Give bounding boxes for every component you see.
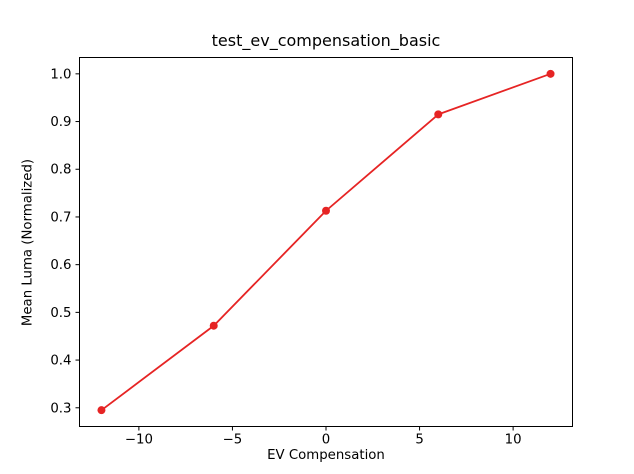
y-tick-label: 1.0	[50, 67, 71, 82]
x-tick-label: 10	[505, 433, 522, 448]
y-tick-label: 0.3	[50, 401, 71, 416]
y-tick-label: 0.6	[50, 258, 71, 273]
x-tick-label: 5	[415, 433, 423, 448]
x-axis-label: EV Compensation	[267, 448, 385, 463]
x-tick-label: −5	[223, 433, 243, 448]
y-tick-label: 0.5	[50, 306, 71, 321]
chart-title: test_ev_compensation_basic	[211, 31, 441, 50]
x-tick-label: 0	[322, 433, 330, 448]
data-line	[100, 72, 551, 411]
data-point	[209, 321, 218, 330]
y-axis-label: Mean Luma (Normalized)	[20, 158, 36, 327]
y-tick-label: 0.8	[50, 163, 71, 178]
data-point	[97, 406, 106, 415]
y-tick-label: 0.9	[50, 115, 71, 130]
data-point	[546, 69, 555, 78]
axes-spines	[79, 57, 573, 427]
data-point	[322, 206, 330, 215]
y-tick-label: 0.7	[50, 210, 71, 225]
x-tick-label: −10	[125, 433, 153, 448]
data-point	[434, 110, 443, 119]
y-tick-label: 0.4	[50, 354, 71, 369]
